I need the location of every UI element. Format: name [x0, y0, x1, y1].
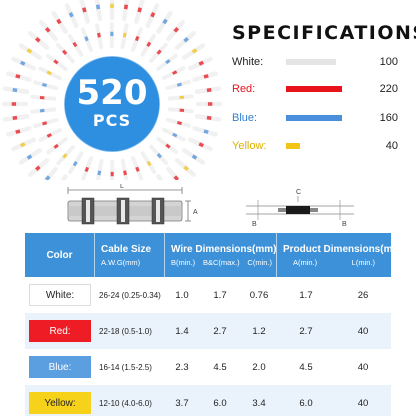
header-awg-label: A.W.G(mm) [101, 257, 141, 267]
header-color: Color [25, 233, 95, 277]
row-wire-b: 1.0 [175, 289, 189, 301]
spec-color-bar [286, 59, 336, 65]
spec-color-bar [286, 86, 342, 92]
product-ring-image: 520 PCS [1, 0, 223, 180]
spec-row-blue: Blue: 160 [232, 110, 416, 126]
row-cable-size: 12-10 (4.0-6.0) [99, 398, 152, 408]
dimension-label-c: C [296, 189, 301, 196]
connector-dimension-diagram: L A [67, 184, 198, 225]
row-wire-bc: 4.5 [213, 361, 227, 373]
header-wire-dimensions: Wire Dimensions(mm) B(min.) B&C(max.) C(… [165, 233, 277, 277]
row-prod-l: 40 [357, 397, 369, 409]
row-cable-size: 26-24 (0.25-0.34) [99, 290, 161, 300]
row-wire-bc: 1.7 [213, 289, 227, 301]
row-cable-size: 22-18 (0.5-1.0) [99, 326, 152, 336]
row-wire-c: 3.4 [252, 397, 266, 409]
row-prod-a: 2.7 [299, 325, 313, 337]
row-prod-l: 40 [357, 325, 369, 337]
badge-unit: PCS [93, 111, 131, 130]
table-row-blue: Blue: 16-14 (1.5-2.5) 2.3 4.5 2.0 4.5 40 [25, 349, 391, 385]
spec-color-bar [286, 115, 342, 121]
table-row-yellow: Yellow: 12-10 (4.0-6.0) 3.7 6.0 3.4 6.0 … [25, 385, 391, 416]
header-wire-bc: B&C(max.) [202, 257, 240, 267]
header-prod-l: L(min.) [351, 257, 375, 267]
header-cable-size: Cable Size A.W.G(mm) [95, 233, 165, 277]
spec-count: 220 [379, 83, 398, 95]
table-row-white: White: 26-24 (0.25-0.34) 1.0 1.7 0.76 1.… [25, 277, 391, 313]
row-wire-b: 1.4 [175, 325, 189, 337]
count-badge [64, 56, 160, 152]
row-wire-b: 2.3 [175, 361, 189, 373]
row-cable-size: 16-14 (1.5-2.5) [99, 362, 152, 372]
dimension-label-b-left: B [252, 221, 257, 228]
header-prod-a: A(min.) [293, 257, 318, 267]
row-prod-a: 6.0 [299, 397, 313, 409]
header-wire-c: C(min.) [247, 257, 272, 267]
specifications-title: SPECIFICATIONS [232, 22, 416, 44]
spec-count: 100 [379, 56, 398, 68]
row-wire-bc: 6.0 [213, 397, 227, 409]
spec-row-white: White: 100 [232, 54, 416, 70]
row-color-tag: Yellow: [29, 392, 91, 414]
spec-label: White: [232, 56, 264, 68]
dimension-label-l: L [120, 184, 124, 190]
row-wire-c: 0.76 [249, 289, 269, 301]
row-wire-bc: 2.7 [213, 325, 227, 337]
row-prod-a: 1.7 [299, 289, 313, 301]
row-color-tag: Red: [29, 320, 91, 342]
badge-number: 520 [77, 73, 148, 113]
spec-color-bar [286, 143, 300, 149]
spec-label: Red: [232, 83, 256, 95]
header-wire-b: B(min.) [171, 257, 196, 267]
wire-dimension-diagram: C B B [246, 189, 354, 228]
header-color-label: Color [46, 249, 73, 261]
header-wire-dimensions-label: Wire Dimensions(mm) [171, 243, 277, 255]
table-row-red: Red: 22-18 (0.5-1.0) 1.4 2.7 1.2 2.7 40 [25, 313, 391, 349]
spec-row-yellow: Yellow: 40 [232, 138, 416, 154]
table-header: Color Cable Size A.W.G(mm) Wire Dimensio… [25, 233, 405, 277]
dimension-label-a: A [193, 209, 198, 216]
spec-label: Yellow: [232, 140, 267, 152]
header-product-dimensions: Product Dimensions(mm) A(min.) L(min.) [277, 233, 405, 277]
spec-row-red: Red: 220 [232, 81, 416, 97]
spec-count: 160 [379, 112, 398, 124]
row-wire-c: 2.0 [252, 361, 266, 373]
header-cable-size-label: Cable Size [101, 243, 152, 255]
specification-table: Color Cable Size A.W.G(mm) Wire Dimensio… [25, 233, 405, 416]
row-wire-c: 1.2 [252, 325, 266, 337]
spec-label: Blue: [232, 112, 258, 124]
row-prod-l: 26 [357, 289, 369, 301]
row-color-tag: White: [29, 284, 91, 306]
row-prod-l: 40 [357, 361, 369, 373]
row-prod-a: 4.5 [299, 361, 313, 373]
connector-tubes [1, 0, 223, 180]
spec-count: 40 [385, 140, 398, 152]
row-wire-b: 3.7 [175, 397, 189, 409]
header-product-dimensions-label: Product Dimensions(mm) [283, 243, 405, 255]
dimension-label-b-right: B [342, 221, 347, 228]
row-color-tag: Blue: [29, 356, 91, 378]
